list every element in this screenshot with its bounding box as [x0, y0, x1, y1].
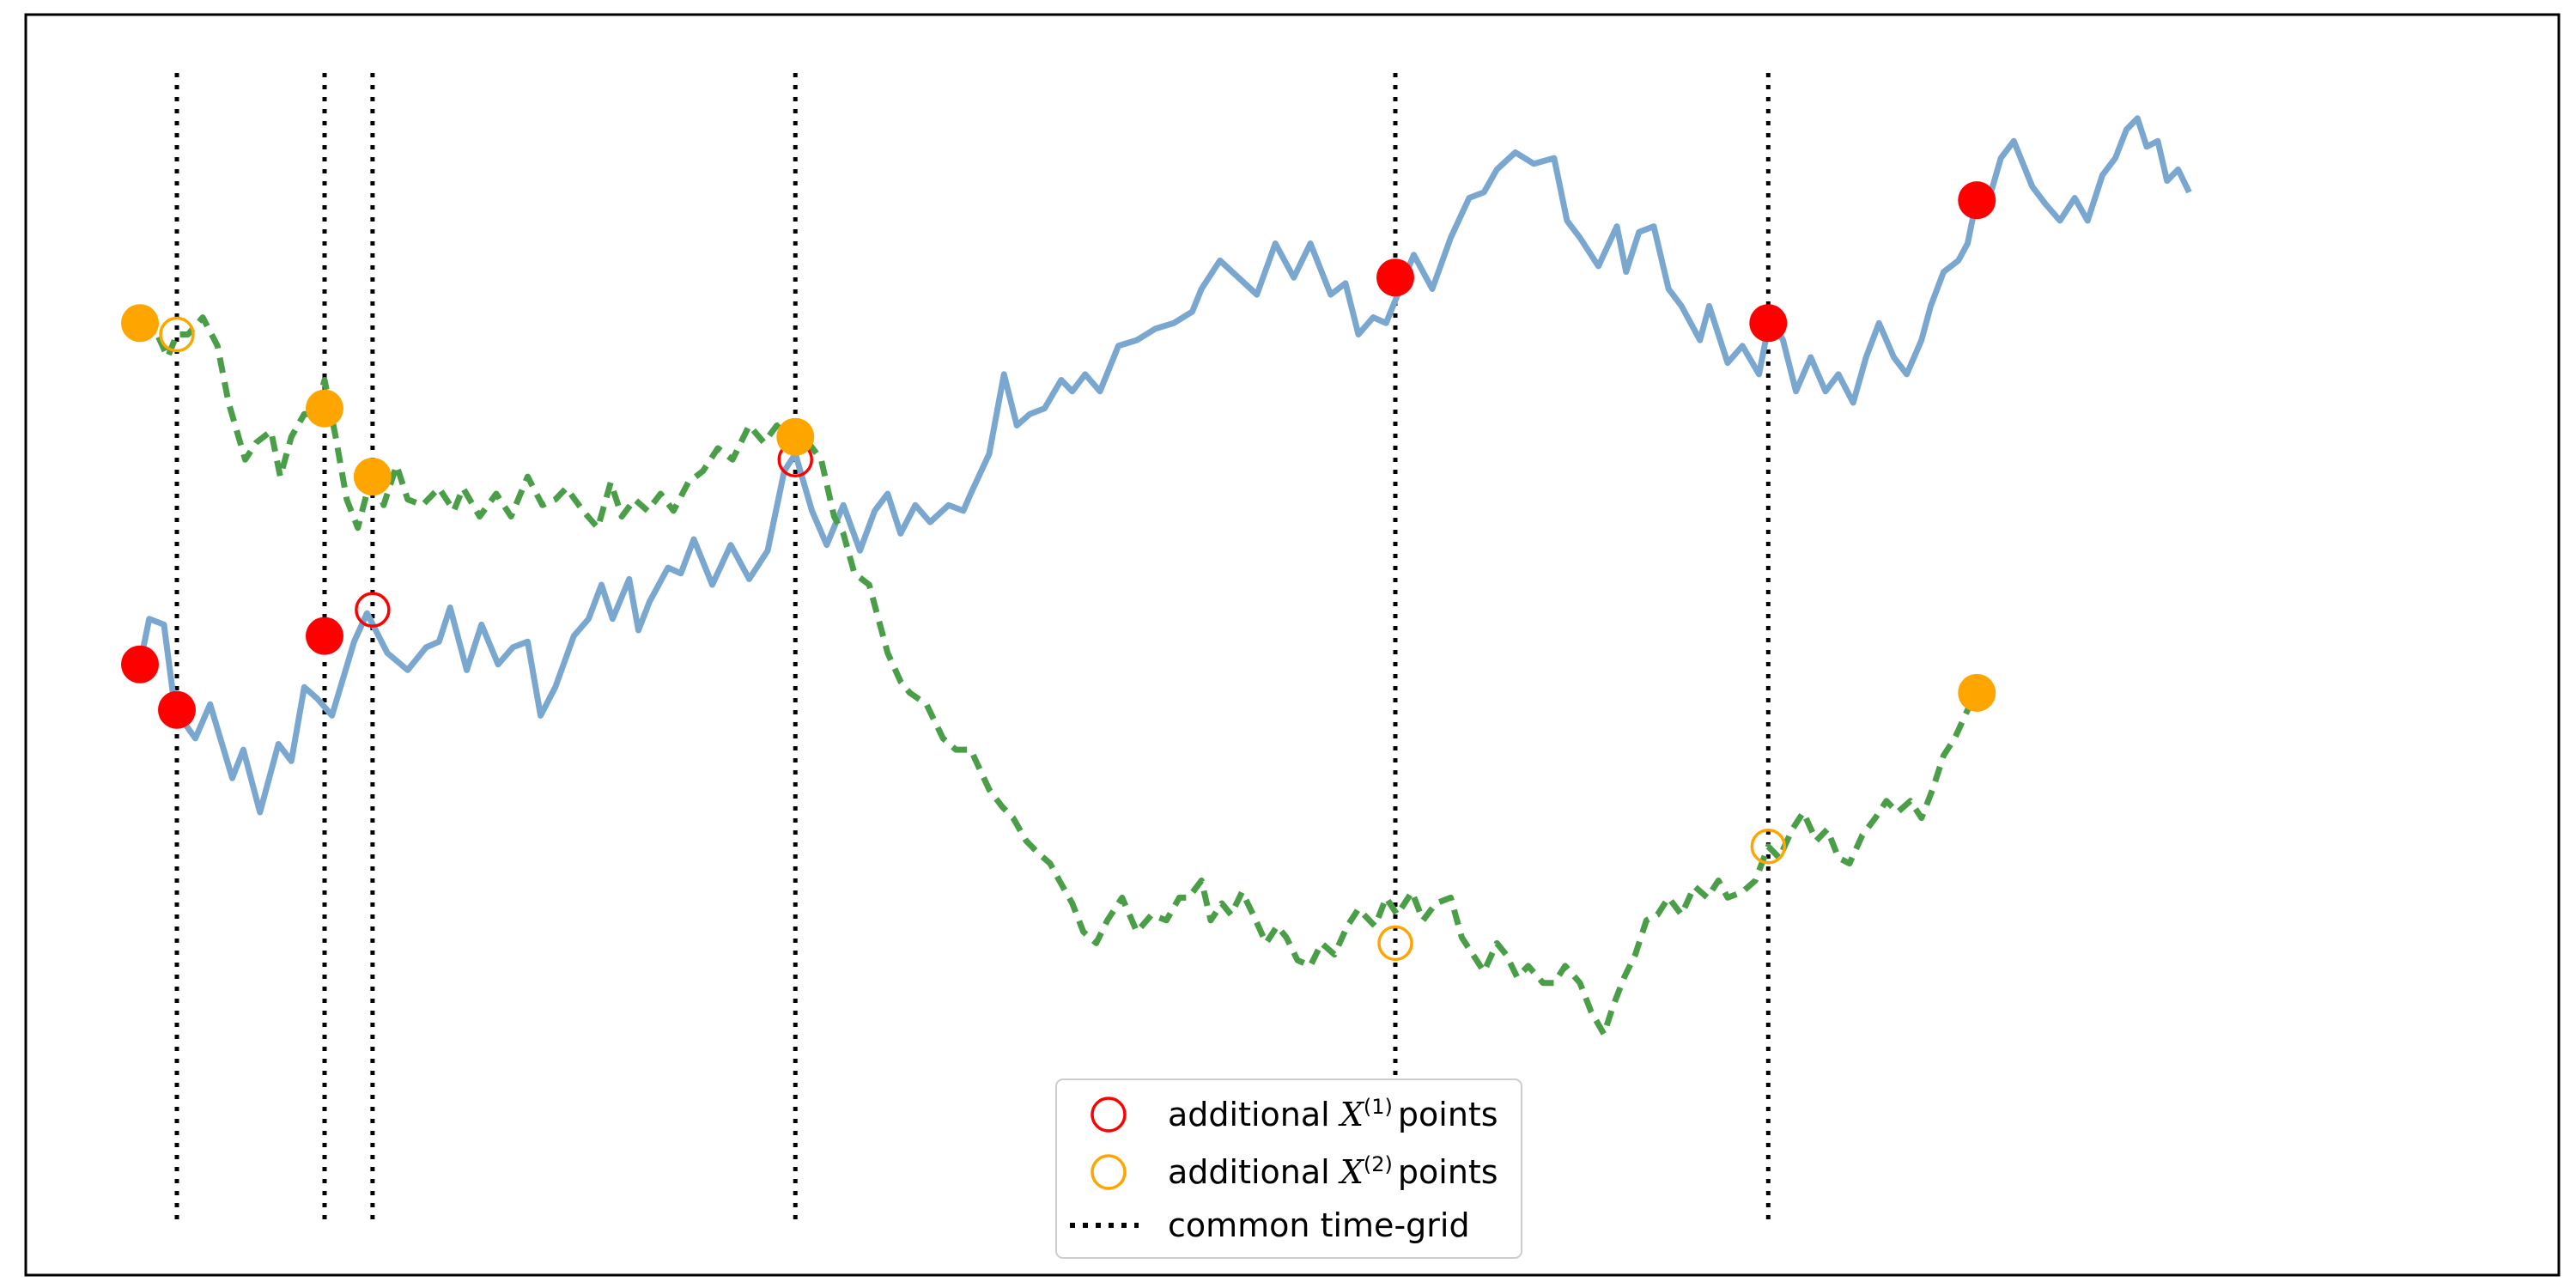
legend-marker-x1	[1091, 1097, 1127, 1133]
series-2-marker-6	[1377, 925, 1413, 962]
legend-label-x1: additional X(1) points	[1168, 1095, 1498, 1133]
series-layer	[137, 115, 2192, 1037]
legend-marker-x2	[1091, 1154, 1127, 1190]
series-1-marker-6	[1376, 258, 1414, 297]
series-2-marker-1	[121, 304, 159, 343]
series-1-marker-8	[1958, 181, 1996, 220]
series-1-marker-3	[306, 617, 343, 655]
series-2-marker-4	[353, 458, 392, 496]
legend-box	[1055, 1078, 1522, 1259]
series-line-1	[137, 115, 2192, 816]
legend: additional X(1) points additional X(2) poi…	[1055, 1078, 1522, 1259]
legend-label-time-grid: common time-grid	[1168, 1206, 1470, 1244]
series-2-marker-7	[1750, 829, 1787, 865]
series-line-2	[138, 314, 1988, 1037]
series-2-marker-3	[306, 389, 343, 428]
series-2-marker-5	[776, 417, 815, 456]
series-1-marker-1	[121, 645, 159, 683]
series-2-marker-2	[159, 316, 195, 353]
plot-frame	[24, 13, 2561, 1277]
series-1-marker-7	[1749, 304, 1788, 343]
series-1-marker-4	[355, 592, 391, 628]
legend-label-x2: additional X(2) points	[1168, 1152, 1498, 1191]
series-1-marker-2	[158, 690, 196, 729]
marker-layer	[121, 181, 1996, 962]
series-2-marker-8	[1958, 673, 1996, 712]
